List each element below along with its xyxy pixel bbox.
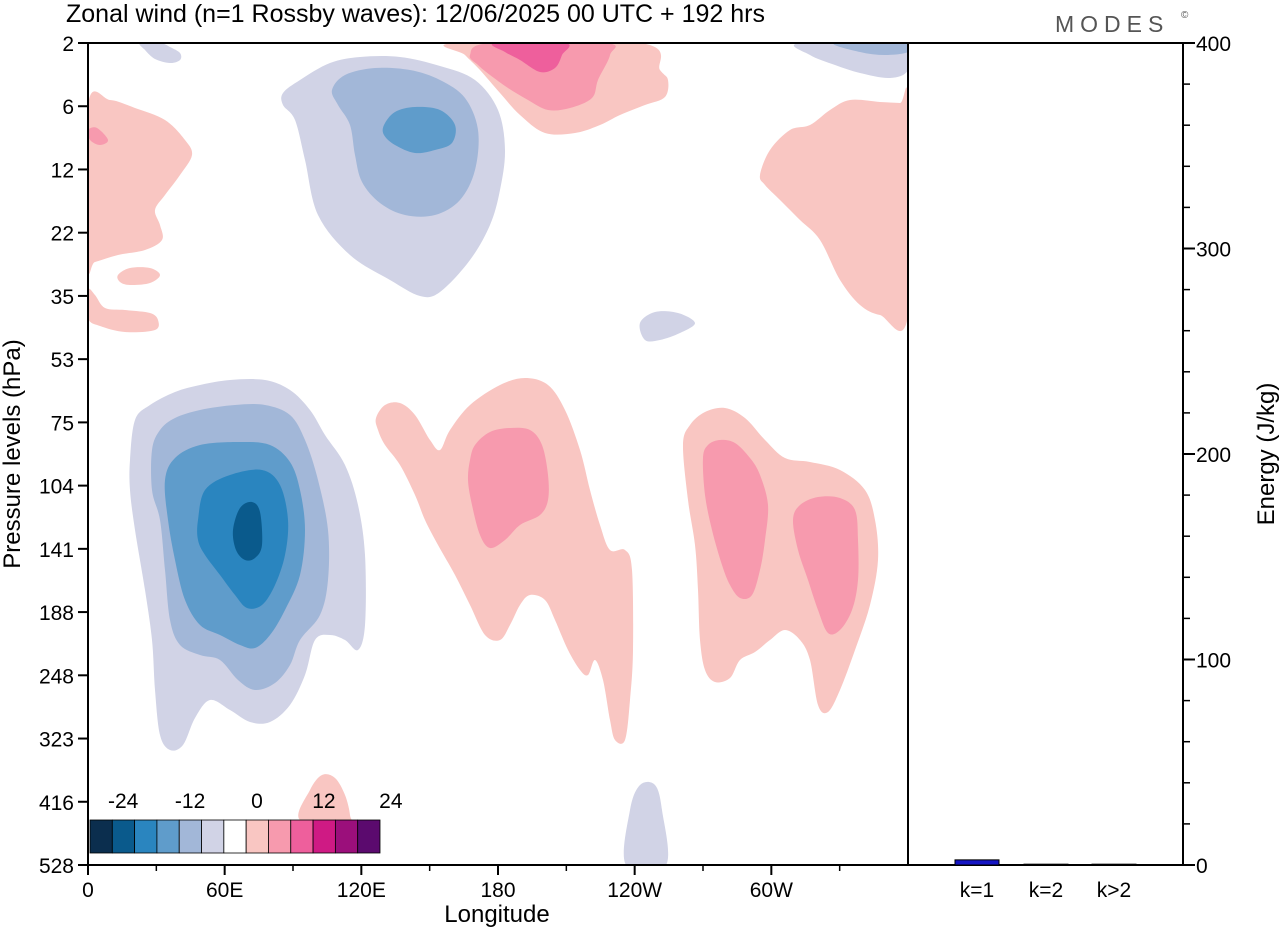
y-tick-label: 416 [39, 792, 74, 815]
contour-pos1-15 [88, 288, 159, 333]
y-tick-label: 53 [51, 349, 74, 372]
contour-neg3-9 [382, 106, 456, 154]
energy-y-tick-label: 400 [1196, 33, 1231, 56]
colorbar-swatch [245, 819, 269, 854]
heatmap-y-axis: 2 6 12 22 35 53 75 104 141 188 248 323 416 528 [39, 33, 88, 878]
contour-field [88, 43, 908, 865]
logo-mark: © [1181, 10, 1189, 21]
contour-pos2-21 [469, 43, 616, 111]
y-tick-label: 188 [39, 602, 74, 625]
energy-bar-k=1 [954, 859, 1000, 866]
contour-pos2-24 [702, 439, 769, 600]
colorbar-swatch [357, 819, 381, 854]
colorbar-label: -12 [175, 790, 205, 813]
y-tick-label: 2 [62, 33, 74, 56]
contour-neg5-12 [232, 501, 263, 561]
energy-x-tick-label: k=2 [1029, 879, 1063, 902]
colorbar: -24 -12 0 12 24 [89, 790, 403, 854]
y-tick-label: 35 [51, 286, 74, 309]
contour-pos1-14 [117, 267, 160, 286]
colorbar-swatch [111, 819, 136, 854]
y-tick-label: 323 [39, 729, 74, 752]
contour-pos1-20 [298, 774, 353, 826]
y-tick-label: 22 [51, 223, 74, 246]
y-tick-label: 104 [39, 476, 74, 499]
colorbar-label: 0 [251, 790, 263, 813]
contour-pos1-18 [375, 378, 634, 744]
colorbar-swatch [268, 819, 292, 854]
colorbar-swatch [290, 819, 314, 854]
y-tick-label: 6 [62, 96, 74, 119]
energy-bar-k=2 [1023, 863, 1069, 866]
x-tick-label: 180 [480, 879, 515, 902]
colorbar-swatch [223, 819, 247, 854]
y-tick-label: 12 [51, 159, 74, 182]
x-tick-label: 120W [607, 879, 662, 902]
energy-y-tick-label: 100 [1196, 650, 1231, 673]
contour-pos1-13 [88, 91, 193, 274]
contour-pos2-22 [88, 127, 109, 145]
colorbar-swatch [134, 819, 158, 854]
contour-pos1-17 [759, 87, 908, 332]
y-tick-label: 141 [39, 539, 74, 562]
heatmap-y-label: Pressure levels (hPa) [0, 339, 26, 568]
x-tick-label: 60W [750, 879, 793, 902]
energy-bar-k>2 [1091, 863, 1137, 866]
energy-y-tick-label: 200 [1196, 444, 1231, 467]
energy-x-tick-label: k>2 [1097, 879, 1131, 902]
energy-y-axis: 0 100 200 300 400 [1183, 33, 1231, 878]
heatmap-x-axis: 0 60E 120E 180 120W 60W [82, 865, 841, 902]
colorbar-swatch [156, 819, 180, 854]
energy-y-label: Energy (J/kg) [1253, 383, 1280, 526]
chart-title: Zonal wind (n=1 Rossby waves): 12/06/202… [66, 0, 765, 28]
colorbar-swatch [201, 819, 225, 854]
colorbar-label: -24 [108, 790, 139, 813]
energy-x-tick-label: k=1 [960, 879, 994, 902]
contour-neg1-5 [623, 781, 669, 865]
x-tick-label: 120E [337, 879, 386, 902]
energy-x-axis: k=1 k=2 k>2 [960, 879, 1131, 902]
contour-neg1-3 [639, 311, 696, 342]
contour-pos3-26 [491, 43, 570, 73]
x-tick-label: 0 [82, 879, 94, 902]
colorbar-swatch [178, 819, 202, 854]
modes-logo: MODES © [1055, 10, 1189, 37]
contour-pos2-23 [467, 427, 549, 549]
colorbar-label: 12 [312, 790, 335, 813]
colorbar-swatch [334, 819, 359, 854]
y-tick-label: 75 [51, 412, 74, 435]
y-tick-label: 248 [39, 665, 74, 688]
x-tick-label: 60E [206, 879, 243, 902]
colorbar-label: 24 [379, 790, 403, 813]
contour-pos2-25 [792, 496, 859, 635]
energy-bar-plot [907, 42, 1184, 866]
energy-y-tick-label: 0 [1196, 855, 1208, 878]
contour-neg1-0 [139, 43, 182, 64]
colorbar-swatch [312, 819, 336, 854]
logo-text: MODES [1055, 11, 1169, 37]
y-tick-label: 528 [39, 855, 74, 878]
contour-neg2-7 [833, 43, 908, 55]
energy-y-tick-label: 300 [1196, 239, 1231, 262]
heatmap-x-label: Longitude [444, 901, 549, 928]
colorbar-swatch [89, 819, 113, 854]
